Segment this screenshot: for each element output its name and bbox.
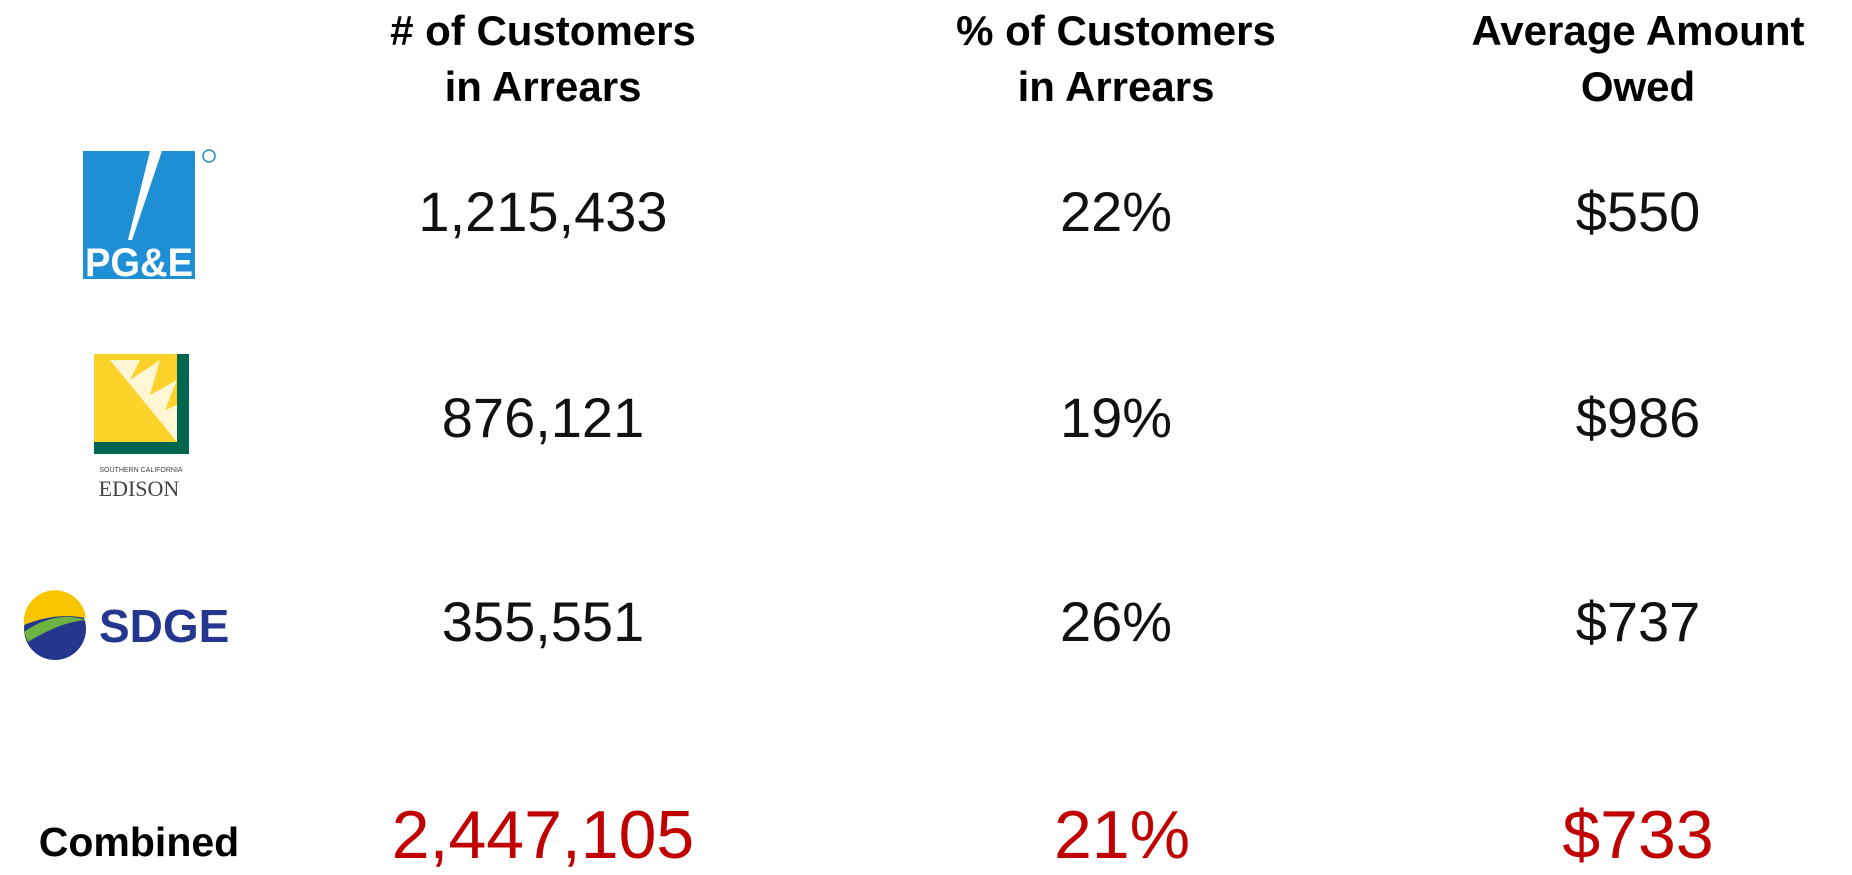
header-line: Average Amount xyxy=(1472,7,1805,54)
total-cell: 2,447,105 xyxy=(392,797,695,873)
logo-text: PG&E xyxy=(85,241,193,285)
cell: $737 xyxy=(1576,590,1701,653)
sdge-logo: SDGE xyxy=(23,590,229,660)
cell: $550 xyxy=(1576,180,1701,243)
registered-mark xyxy=(202,149,216,163)
total-cell: $733 xyxy=(1562,797,1713,873)
logo-text: SDGE xyxy=(99,600,229,652)
header-line: # of Customers xyxy=(390,7,696,54)
logo-leaf xyxy=(24,616,86,642)
pge-logo: PG&E xyxy=(83,149,216,285)
logo-sun xyxy=(23,590,86,625)
header: # of Customers in Arrears % of Customers… xyxy=(390,7,1804,110)
logo-sun xyxy=(110,360,177,442)
total-label: Combined xyxy=(39,819,239,865)
total-row: Combined 2,447,105 21% $733 xyxy=(39,797,1714,873)
logo-text: EDISON xyxy=(99,476,180,501)
logo-text: SOUTHERN CALIFORNIA xyxy=(99,467,183,474)
cell: 22% xyxy=(1060,180,1172,243)
cell: 26% xyxy=(1060,590,1172,653)
header-line: in Arrears xyxy=(1018,63,1215,110)
total-cell: 21% xyxy=(1054,797,1190,873)
cell: 19% xyxy=(1060,386,1172,449)
cell: 1,215,433 xyxy=(418,180,667,243)
cell: $986 xyxy=(1576,386,1701,449)
cell: 876,121 xyxy=(442,386,644,449)
cell: 355,551 xyxy=(442,590,644,653)
header-line: in Arrears xyxy=(445,63,642,110)
header-line: % of Customers xyxy=(956,7,1276,54)
logo-slash xyxy=(128,151,162,240)
edison-logo: SOUTHERN CALIFORNIA EDISON xyxy=(94,354,189,501)
rows: 1,215,433 22% $550 876,121 19% $986 355,… xyxy=(418,180,1700,653)
header-line: Owed xyxy=(1581,63,1695,110)
